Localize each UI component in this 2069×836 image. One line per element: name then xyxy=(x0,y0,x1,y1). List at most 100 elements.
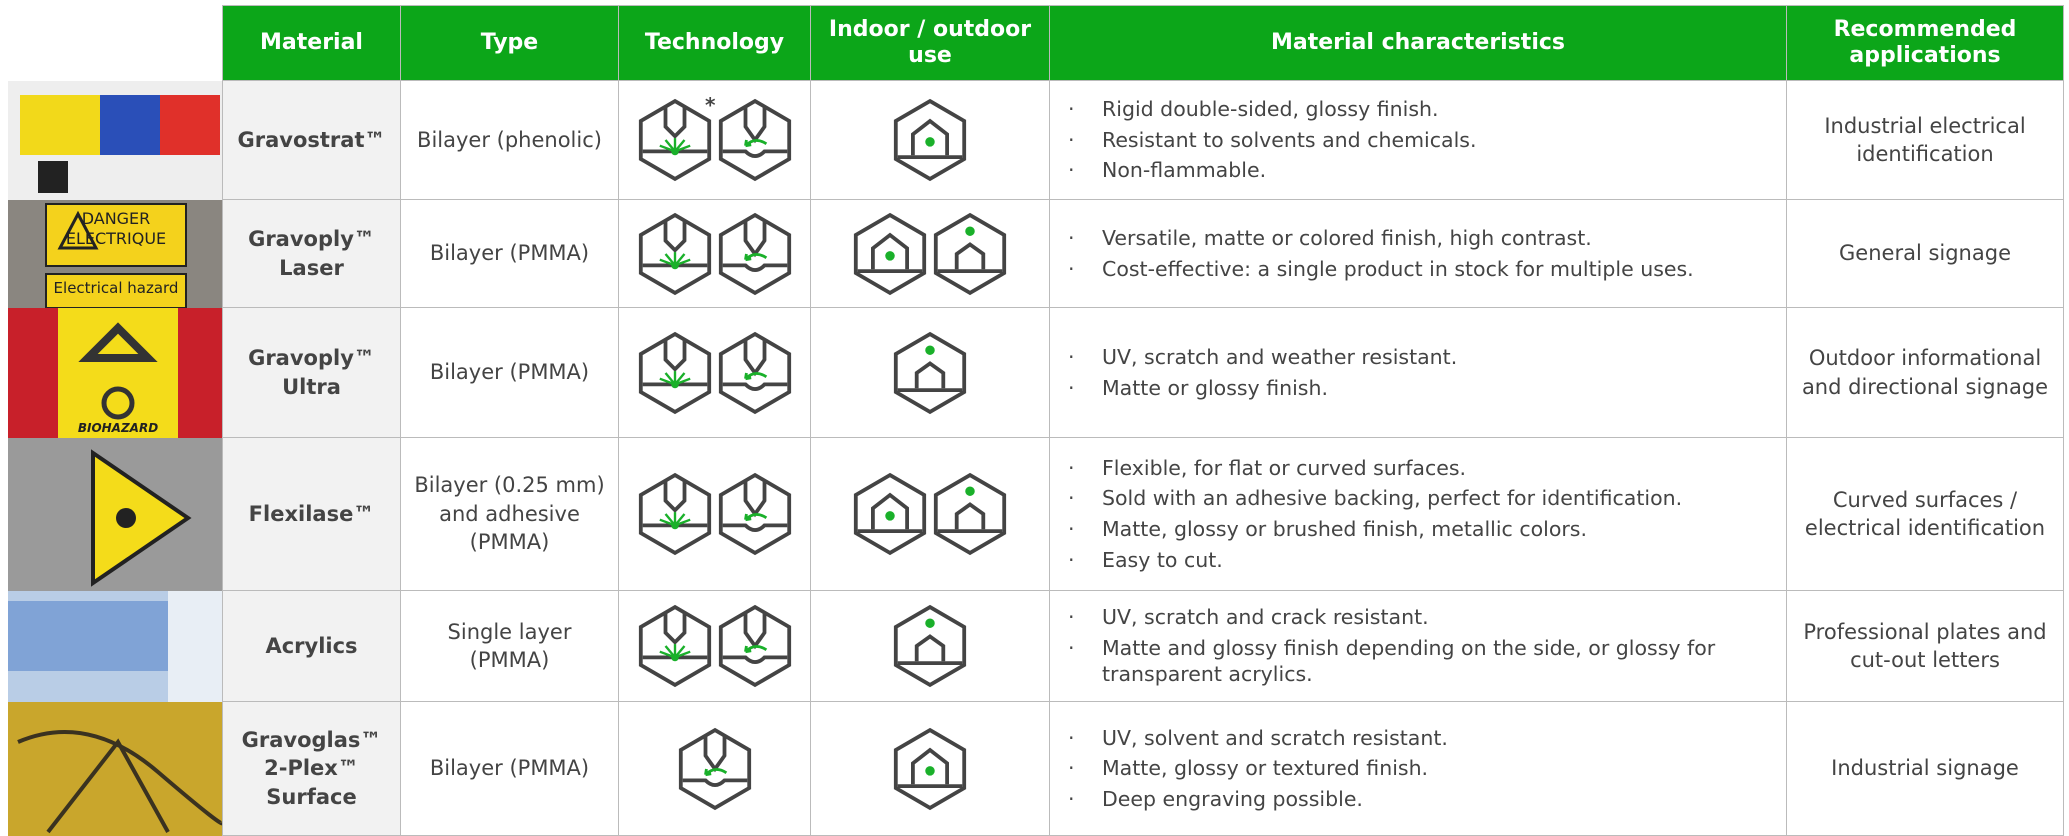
photo-cell: DANGER ELECTRIQUE Electrical hazard xyxy=(8,199,223,308)
use-cell xyxy=(810,437,1050,591)
material: Gravoply™ Laser xyxy=(222,199,401,308)
applications: General signage xyxy=(1786,199,2064,308)
use-cell xyxy=(810,590,1050,702)
technology-icons xyxy=(629,604,800,688)
photo-text: Electrical hazard xyxy=(54,279,179,297)
characteristics-list: UV, solvent and scratch resistant. Matte,… xyxy=(1062,725,1774,813)
table-row: DANGER ELECTRIQUE Electrical hazard Gravopl… xyxy=(8,199,2064,308)
characteristic: Matte, glossy or brushed finish, metalli… xyxy=(1062,516,1774,543)
material: Gravostrat™ xyxy=(222,80,401,200)
characteristics-list: UV, scratch and weather resistant. Matte … xyxy=(1062,344,1774,401)
photo-cell xyxy=(8,437,223,591)
photo-text: ELECTRIQUE xyxy=(66,229,166,248)
photo-cell: BIOHAZARD xyxy=(8,307,223,438)
applications: Outdoor informational and directional si… xyxy=(1786,307,2064,438)
asterisk: * xyxy=(705,93,716,117)
header-row: Material Type Technology Indoor / outdoor u… xyxy=(8,5,2064,81)
materials-table: Material Type Technology Indoor / outdoor u… xyxy=(8,5,2064,836)
column-header: Type xyxy=(400,5,619,81)
characteristic: Flexible, for flat or curved surfaces. xyxy=(1062,455,1774,482)
indoor-icon xyxy=(892,727,968,811)
characteristics-cell: Versatile, matte or colored finish, high… xyxy=(1049,199,1787,308)
mech-icon xyxy=(717,98,793,182)
photo-text: DANGER xyxy=(82,209,151,228)
characteristic: Easy to cut. xyxy=(1062,547,1774,574)
characteristic: Non-flammable. xyxy=(1062,157,1774,184)
mech-icon xyxy=(717,472,793,556)
characteristics-list: UV, scratch and crack resistant. Matte an… xyxy=(1062,604,1774,688)
material-photo: BIOHAZARD xyxy=(8,307,222,438)
indoor-icon xyxy=(852,212,928,296)
technology-icons xyxy=(629,727,800,811)
laser-icon xyxy=(637,604,713,688)
laser-icon xyxy=(637,98,713,182)
use-icons xyxy=(821,331,1039,415)
outdoor-icon xyxy=(932,472,1008,556)
type: Bilayer (PMMA) xyxy=(400,199,619,308)
laser-icon xyxy=(637,212,713,296)
technology-cell xyxy=(618,701,811,836)
characteristic: Versatile, matte or colored finish, high… xyxy=(1062,225,1774,252)
type: Bilayer (PMMA) xyxy=(400,307,619,438)
use-icons xyxy=(821,212,1039,296)
characteristic: Matte, glossy or textured finish. xyxy=(1062,755,1774,782)
column-header: Material characteristics xyxy=(1049,5,1787,81)
material-photo xyxy=(8,80,222,200)
characteristics-list: Rigid double-sided, glossy finish. Resist… xyxy=(1062,96,1774,184)
blank xyxy=(8,5,223,81)
outdoor-icon xyxy=(892,331,968,415)
indoor-icon xyxy=(852,472,928,556)
characteristic: UV, scratch and crack resistant. xyxy=(1062,604,1774,631)
characteristic: Matte and glossy finish depending on the… xyxy=(1062,635,1774,688)
type: Bilayer (phenolic) xyxy=(400,80,619,200)
applications: Professional plates and cut-out letters xyxy=(1786,590,2064,702)
column-header: Indoor / outdoor use xyxy=(810,5,1050,81)
type: Bilayer (PMMA) xyxy=(400,701,619,836)
characteristic: Sold with an adhesive backing, perfect f… xyxy=(1062,485,1774,512)
applications: Industrial electrical identification xyxy=(1786,80,2064,200)
photo-cell xyxy=(8,590,223,702)
technology-icons: * xyxy=(629,93,800,182)
column-header: Recommended applications xyxy=(1786,5,2064,81)
characteristic: UV, solvent and scratch resistant. xyxy=(1062,725,1774,752)
material: Flexilase™ xyxy=(222,437,401,591)
technology-icons xyxy=(629,331,800,415)
use-icons xyxy=(821,727,1039,811)
material: Gravoply™ Ultra xyxy=(222,307,401,438)
use-cell xyxy=(810,80,1050,200)
photo-text: BIOHAZARD xyxy=(78,421,158,435)
column-header: Technology xyxy=(618,5,811,81)
characteristic: Cost-effective: a single product in stoc… xyxy=(1062,256,1774,283)
laser-icon xyxy=(637,472,713,556)
characteristics-cell: UV, solvent and scratch resistant. Matte,… xyxy=(1049,701,1787,836)
characteristic: Rigid double-sided, glossy finish. xyxy=(1062,96,1774,123)
technology-cell xyxy=(618,590,811,702)
characteristic: UV, scratch and weather resistant. xyxy=(1062,344,1774,371)
laser-icon xyxy=(637,331,713,415)
applications: Industrial signage xyxy=(1786,701,2064,836)
technology-cell xyxy=(618,437,811,591)
outdoor-icon xyxy=(932,212,1008,296)
material: Acrylics xyxy=(222,590,401,702)
characteristics-list: Flexible, for flat or curved surfaces. So… xyxy=(1062,455,1774,574)
use-cell xyxy=(810,701,1050,836)
material-photo xyxy=(8,701,222,836)
material: Gravoglas™ 2-Plex™ Surface xyxy=(222,701,401,836)
characteristics-cell: Rigid double-sided, glossy finish. Resist… xyxy=(1049,80,1787,200)
technology-cell: * xyxy=(618,80,811,200)
photo-cell xyxy=(8,80,223,200)
characteristic: Matte or glossy finish. xyxy=(1062,375,1774,402)
indoor-icon xyxy=(892,98,968,182)
material-photo xyxy=(8,437,222,591)
use-icons xyxy=(821,472,1039,556)
technology-cell xyxy=(618,307,811,438)
characteristic: Resistant to solvents and chemicals. xyxy=(1062,127,1774,154)
mech-icon xyxy=(717,604,793,688)
characteristics-cell: Flexible, for flat or curved surfaces. So… xyxy=(1049,437,1787,591)
use-cell xyxy=(810,199,1050,308)
technology-cell xyxy=(618,199,811,308)
